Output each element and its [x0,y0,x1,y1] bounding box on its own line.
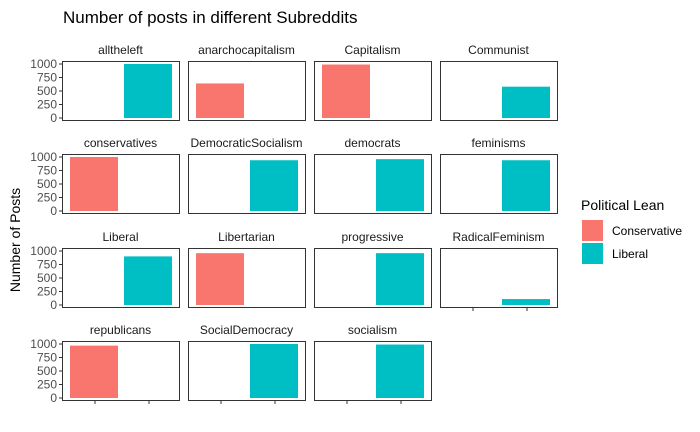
panel-border [440,154,558,214]
bar [502,160,550,211]
y-tick-label: 750 [37,164,57,178]
y-tick-label: 500 [37,364,57,378]
panel-border [188,248,306,308]
facet-panel-Capitalism: Capitalism [314,43,432,121]
panel-border [62,61,180,121]
panel-border [314,61,432,121]
facet-label: Libertarian [218,230,275,244]
panel-border [62,154,180,214]
y-tick-label: 1000 [30,337,57,351]
bar [196,253,244,305]
facet-label: anarchocapitalism [198,43,295,57]
y-axis-label: Number of Posts [7,188,23,292]
y-tick-label: 750 [37,351,57,365]
facet-label: socialism [348,323,397,337]
facet-label: democrats [344,136,400,150]
y-tick-label: 0 [50,204,57,218]
facet-panel-feminisms: feminisms [440,136,558,214]
y-tick-label: 1000 [30,244,57,258]
panel-border [314,248,432,308]
facet-label: RadicalFeminism [452,230,544,244]
legend-label: Liberal [612,247,648,261]
y-tick-label: 1000 [30,150,57,164]
facet-panel-SocialDemocracy: SocialDemocracy [188,323,306,404]
facet-label: Communist [468,43,529,57]
facet-panel-Libertarian: Libertarian [188,230,306,308]
y-tick-label: 500 [37,84,57,98]
bar [70,157,118,211]
facet-label: feminisms [471,136,525,150]
y-tick-label: 0 [50,298,57,312]
bar [322,64,370,118]
facet-label: alltheleft [98,43,143,57]
panel-border [440,61,558,121]
facet-panel-socialism: socialism [314,323,432,404]
bar [196,83,244,118]
facet-label: conservatives [84,136,157,150]
panel-border [62,341,180,401]
panel-border [440,248,558,308]
legend-key-liberal [582,243,603,264]
bar [124,256,172,305]
bar [376,159,424,211]
facet-label: DemocraticSocialism [190,136,302,150]
facet-panel-progressive: progressive [314,230,432,308]
y-tick-label: 0 [50,111,57,125]
bar [502,86,550,118]
y-tick-label: 750 [37,258,57,272]
y-tick-label: 1000 [30,57,57,71]
bar [250,160,298,211]
bar [124,64,172,118]
y-tick-label: 0 [50,391,57,405]
facet-panel-Communist: Communist [440,43,558,121]
legend-title: Political Lean [581,197,664,213]
panel-border [314,154,432,214]
y-tick-label: 250 [37,98,57,112]
facet-panel-DemocraticSocialism: DemocraticSocialism [188,136,306,214]
facet-panel-democrats: democrats [314,136,432,214]
panel-border [188,154,306,214]
y-tick-label: 250 [37,378,57,392]
bar [376,253,424,305]
panel-border [188,61,306,121]
bar [250,344,298,398]
panel-border [188,341,306,401]
panel-border [314,341,432,401]
legend-key-conservative [582,220,603,241]
y-tick-label: 500 [37,271,57,285]
facet-label: progressive [341,230,403,244]
facet-label: republicans [90,323,151,337]
facet-label: Capitalism [344,43,400,57]
legend-label: Conservative [612,224,682,238]
facet-label: SocialDemocracy [200,323,293,337]
facet-panel-RadicalFeminism: RadicalFeminism [440,230,558,311]
bar [376,344,424,398]
bar [70,345,118,398]
facet-panel-anarchocapitalism: anarchocapitalism [188,43,306,121]
y-tick-label: 250 [37,191,57,205]
chart-title: Number of posts in different Subreddits [63,8,358,27]
bar [502,299,550,305]
y-tick-label: 250 [37,285,57,299]
y-tick-label: 750 [37,71,57,85]
facet-label: Liberal [102,230,138,244]
facet-panels: alltheleft02505007501000anarchocapitalis… [30,43,558,405]
panel-border [62,248,180,308]
legend: Political Lean Conservative Liberal [581,197,682,264]
y-tick-label: 500 [37,177,57,191]
